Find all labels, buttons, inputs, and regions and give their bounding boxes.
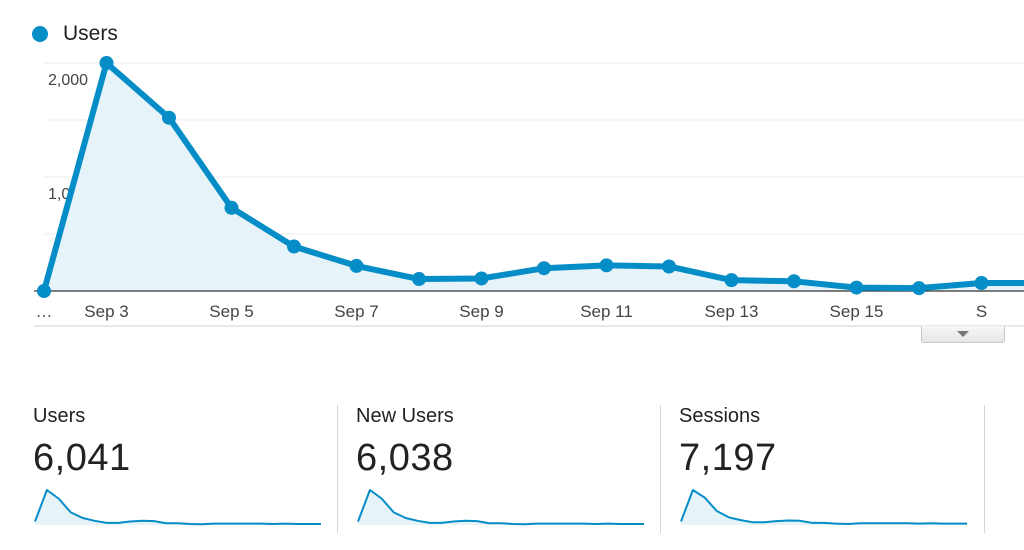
x-tick-label: Sep 3 bbox=[84, 302, 128, 321]
series-area-users bbox=[44, 63, 1024, 291]
scorecard-sessions[interactable]: Sessions 7,197 bbox=[679, 405, 979, 535]
chart-resize-handle[interactable] bbox=[921, 326, 1005, 343]
x-tick-label: Sep 11 bbox=[580, 302, 633, 321]
data-point bbox=[412, 272, 426, 287]
sparkline-line bbox=[680, 489, 967, 525]
sparkline-area bbox=[358, 490, 644, 525]
data-point bbox=[662, 259, 676, 274]
x-tick-label: … bbox=[36, 302, 53, 321]
data-point bbox=[99, 56, 114, 70]
chart-legend[interactable]: Users bbox=[32, 22, 118, 46]
data-point bbox=[474, 271, 489, 286]
scorecard-value: 7,197 bbox=[679, 437, 777, 479]
sparkline-area bbox=[35, 490, 321, 525]
x-tick-label: Sep 15 bbox=[830, 302, 884, 321]
scorecard-sparkline bbox=[680, 489, 967, 525]
x-tick-label: Sep 7 bbox=[334, 302, 378, 321]
data-point bbox=[349, 258, 364, 273]
sparkline-area bbox=[681, 490, 967, 525]
x-tick-label: Sep 13 bbox=[705, 302, 759, 321]
scorecard-users[interactable]: Users 6,041 bbox=[33, 405, 333, 535]
x-tick-label: Sep 9 bbox=[459, 302, 503, 321]
data-point bbox=[287, 239, 301, 254]
data-point bbox=[37, 284, 51, 298]
scorecard-sparkline bbox=[34, 489, 321, 526]
scorecard-row: Users 6,041 New Users 6,038 Sessions 7,1… bbox=[0, 395, 1024, 540]
y-tick-label: 2,000 bbox=[48, 72, 88, 89]
legend-users-swatch bbox=[32, 26, 48, 42]
scorecard-new-users[interactable]: New Users 6,038 bbox=[356, 405, 656, 535]
scorecard-label: Sessions bbox=[679, 405, 761, 427]
data-point bbox=[974, 276, 989, 291]
sparkline-line bbox=[34, 489, 321, 526]
scorecard-divider bbox=[337, 405, 338, 533]
scorecard-label: New Users bbox=[356, 405, 454, 427]
x-tick-label: S bbox=[976, 302, 987, 321]
x-tick-label: Sep 5 bbox=[209, 302, 253, 321]
data-point bbox=[224, 200, 239, 215]
chevron-down-icon bbox=[957, 331, 969, 337]
data-point bbox=[724, 273, 739, 288]
scorecard-divider bbox=[984, 405, 985, 533]
legend-users-label: Users bbox=[63, 22, 118, 45]
data-point bbox=[912, 281, 926, 296]
data-point bbox=[599, 258, 614, 273]
data-point bbox=[537, 261, 551, 276]
scorecard-sparkline bbox=[357, 489, 644, 526]
data-point bbox=[787, 274, 801, 289]
data-point bbox=[849, 280, 864, 295]
sparkline-line bbox=[357, 489, 644, 526]
scorecard-label: Users bbox=[33, 405, 86, 427]
scorecard-value: 6,038 bbox=[356, 437, 454, 479]
scorecard-divider bbox=[660, 405, 661, 533]
data-point bbox=[162, 110, 176, 125]
scorecard-value: 6,041 bbox=[33, 437, 131, 479]
